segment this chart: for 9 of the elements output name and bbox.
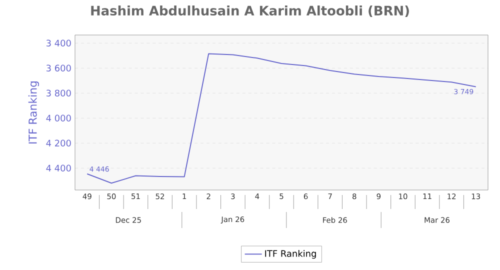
y-tick-label: 4 200	[46, 140, 71, 147]
y-tick-label: 3 400	[46, 40, 71, 47]
chart-title: Hashim Abdulhusain A Karim Altoobli (BRN)	[91, 6, 409, 18]
y-tick-label: 3 600	[46, 64, 71, 72]
y-tick-label: 4 000	[46, 114, 71, 122]
y-tick-label: 3 800	[46, 90, 71, 97]
y-axis-title: ITF Ranking	[28, 81, 39, 144]
legend-label: ITF Ranking	[265, 250, 316, 259]
y-tick-label: 4 400	[46, 164, 71, 172]
